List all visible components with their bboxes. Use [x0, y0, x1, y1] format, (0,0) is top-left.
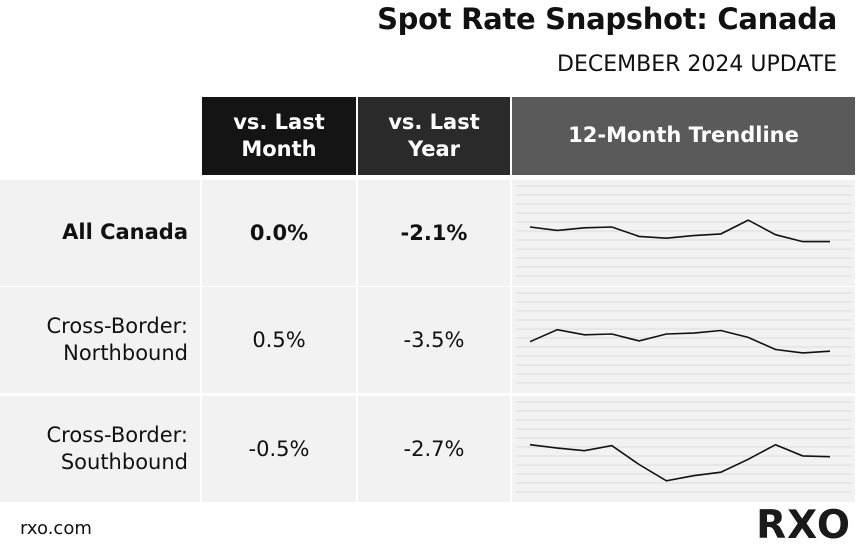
trend-series-line — [529, 219, 830, 243]
yoy-value: -2.1% — [358, 180, 510, 286]
header-mom-label: vs. Last Month — [233, 109, 325, 161]
row-label: Cross-Border: Northbound — [0, 287, 200, 393]
chart-subtitle: DECEMBER 2024 UPDATE — [557, 52, 837, 77]
header-vs-last-year: vs. Last Year — [358, 97, 510, 175]
table-row-southbound: Cross-Border: Southbound -0.5% -2.7% — [0, 396, 855, 502]
rxo-logo: RXO — [756, 503, 851, 548]
trendline-sparkline — [516, 292, 851, 384]
trendline-cell — [512, 396, 855, 502]
trendline-cell — [512, 287, 855, 393]
row-label: Cross-Border: Southbound — [0, 396, 200, 502]
header-trendline: 12-Month Trendline — [512, 97, 855, 175]
header-trend-label: 12-Month Trendline — [568, 123, 799, 148]
mom-value: 0.0% — [202, 180, 356, 286]
trend-series-line — [529, 443, 831, 482]
yoy-value: -3.5% — [358, 287, 510, 393]
table-row-northbound: Cross-Border: Northbound 0.5% -3.5% — [0, 287, 855, 393]
mom-value: -0.5% — [202, 396, 356, 502]
header-yoy-label: vs. Last Year — [388, 109, 480, 161]
trendline-sparkline — [516, 401, 851, 493]
trendline-cell — [512, 180, 855, 286]
mom-value: 0.5% — [202, 287, 356, 393]
trendline-sparkline — [516, 185, 851, 277]
row-label: All Canada — [0, 180, 200, 286]
footer-url: rxo.com — [20, 518, 92, 539]
chart-title: Spot Rate Snapshot: Canada — [377, 2, 837, 36]
header-vs-last-month: vs. Last Month — [202, 97, 356, 175]
trend-series-line — [529, 328, 831, 354]
table-row-all-canada: All Canada 0.0% -2.1% — [0, 180, 855, 286]
yoy-value: -2.7% — [358, 396, 510, 502]
